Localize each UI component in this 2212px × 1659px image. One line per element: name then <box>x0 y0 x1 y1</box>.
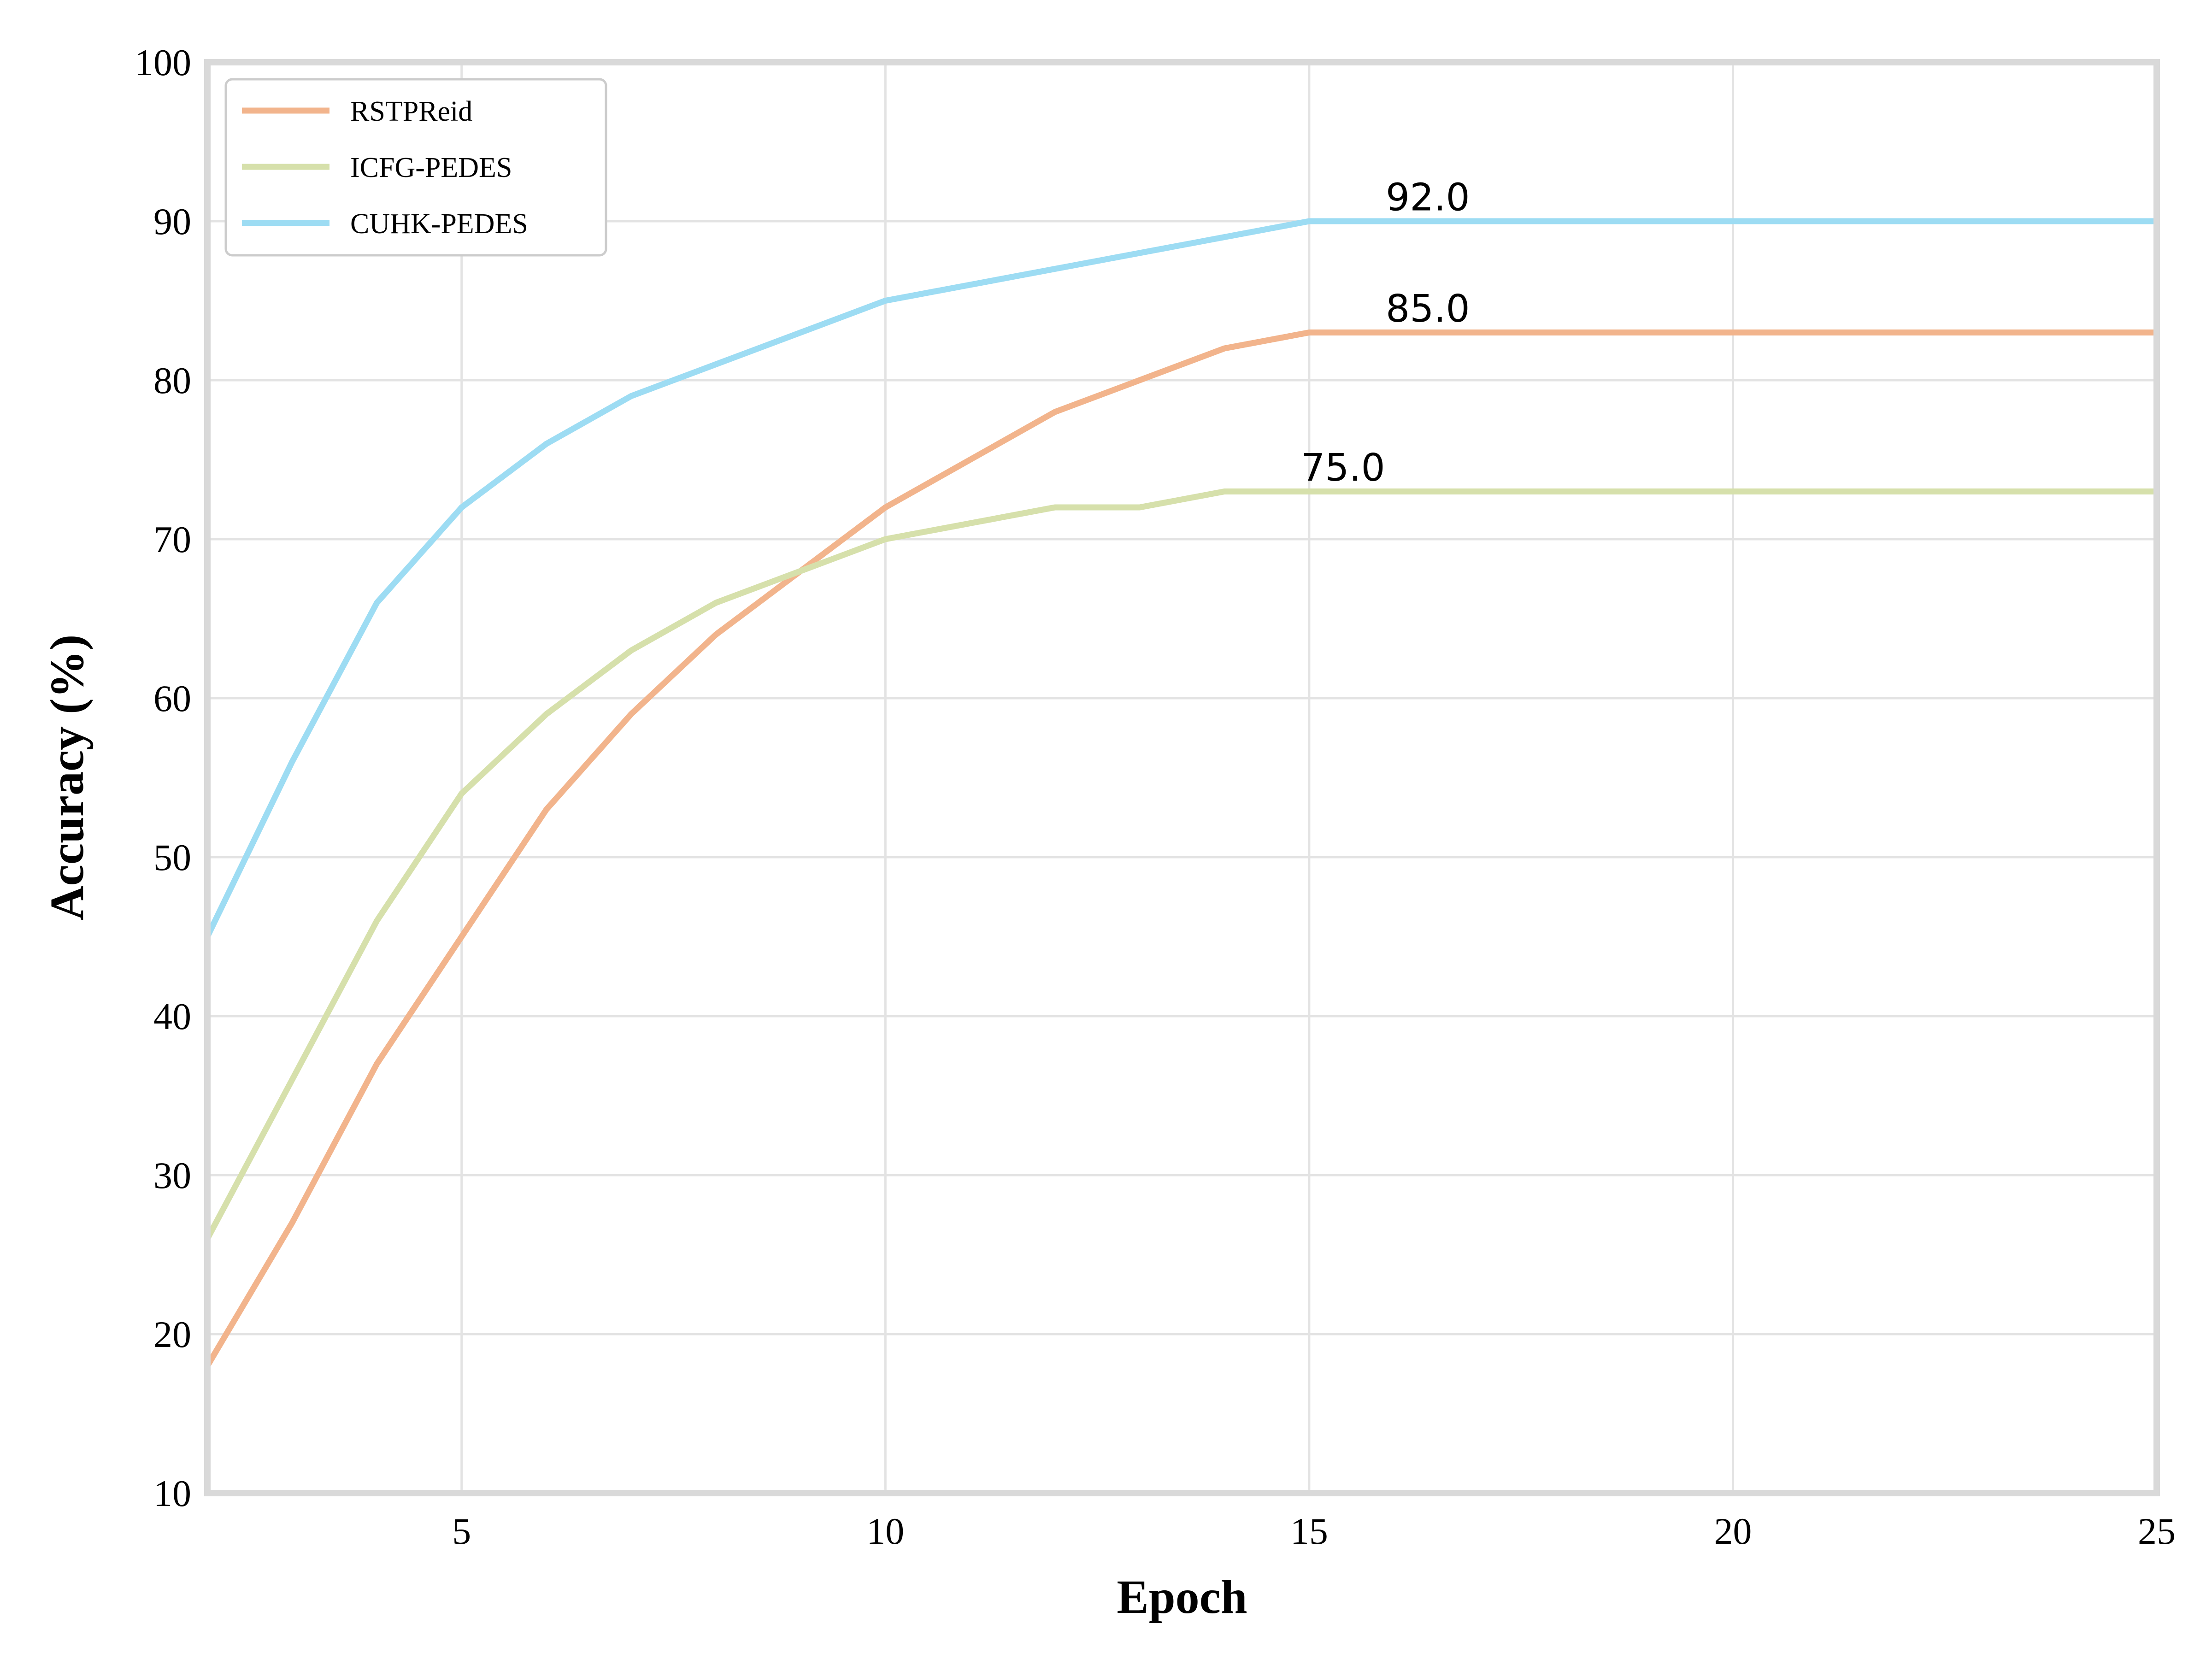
x-tick-label: 25 <box>2138 1510 2176 1552</box>
y-tick-label: 40 <box>153 995 191 1037</box>
y-tick-label: 100 <box>135 41 191 83</box>
series-line-cuhk-pedes <box>205 218 2157 938</box>
y-tick-label: 80 <box>153 359 191 401</box>
annotations: 92.0 85.0 75.0 <box>1301 176 1470 490</box>
series-line-icfg-pedes <box>205 488 2157 1241</box>
legend-label-icfg-pedes: ICFG-PEDES <box>350 152 512 183</box>
value-annotation: 85.0 <box>1386 287 1470 331</box>
y-tick-label: 70 <box>153 518 191 560</box>
x-axis-ticks: 5 10 15 20 25 <box>452 1510 2176 1552</box>
grid <box>207 61 2158 1494</box>
value-annotation: 75.0 <box>1301 446 1385 490</box>
x-axis-title: Epoch <box>1117 1571 1247 1624</box>
y-tick-label: 30 <box>153 1154 191 1196</box>
x-tick-label: 10 <box>866 1510 904 1552</box>
y-tick-label: 90 <box>153 200 191 242</box>
legend-label-cuhk-pedes: CUHK-PEDES <box>350 208 528 240</box>
y-axis-title: Accuracy (%) <box>41 635 94 921</box>
series-line-rstpreid <box>205 329 2157 1368</box>
y-axis-ticks: 10 20 30 40 50 60 70 80 90 100 <box>135 41 191 1514</box>
x-tick-label: 5 <box>452 1510 471 1552</box>
legend: RSTPReid ICFG-PEDES CUHK-PEDES <box>224 78 607 257</box>
x-tick-label: 20 <box>1714 1510 1752 1552</box>
series-lines <box>205 218 2157 1368</box>
x-tick-label: 15 <box>1290 1510 1328 1552</box>
y-tick-label: 60 <box>153 677 191 719</box>
legend-label-rstpreid: RSTPReid <box>350 96 472 127</box>
y-tick-label: 50 <box>153 836 191 878</box>
plot-frame <box>204 59 2160 1496</box>
value-annotation: 92.0 <box>1386 176 1470 219</box>
y-tick-label: 20 <box>153 1313 191 1355</box>
legend-box <box>224 78 607 257</box>
y-tick-label: 10 <box>153 1472 191 1514</box>
